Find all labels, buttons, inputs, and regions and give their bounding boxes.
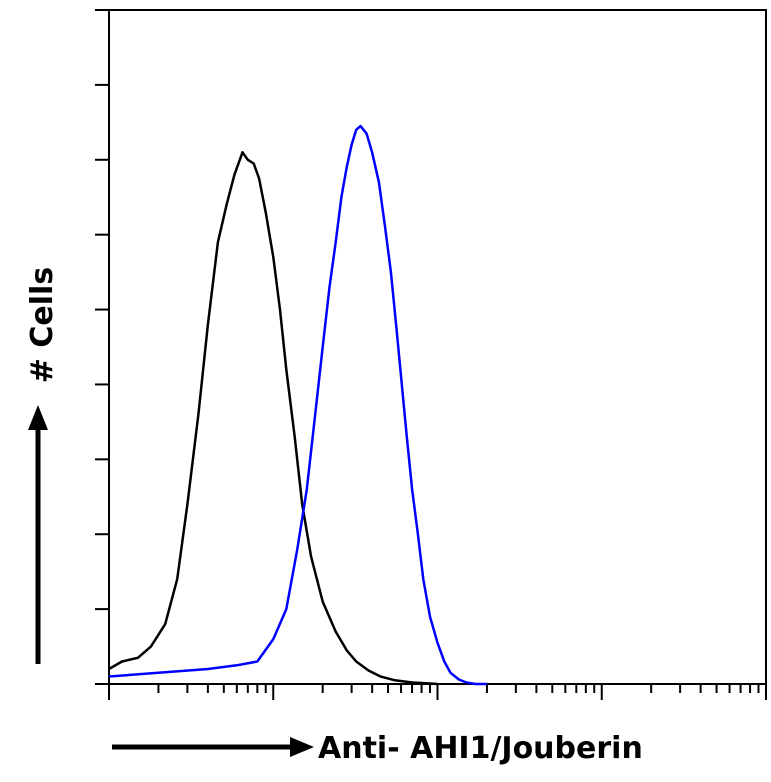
x-axis-ticks [108, 684, 767, 700]
series-line-control [108, 151, 438, 686]
x-axis-arrow-head [290, 737, 314, 757]
y-axis-arrow-head [28, 405, 48, 430]
series-line-antibody [108, 124, 487, 686]
y-axis-ticks [95, 9, 109, 685]
plot-frame [108, 9, 767, 685]
series-layer [108, 124, 487, 686]
y-axis-label: # Cells [25, 267, 60, 383]
x-axis-label: Anti- AHI1/Jouberin [318, 731, 643, 766]
